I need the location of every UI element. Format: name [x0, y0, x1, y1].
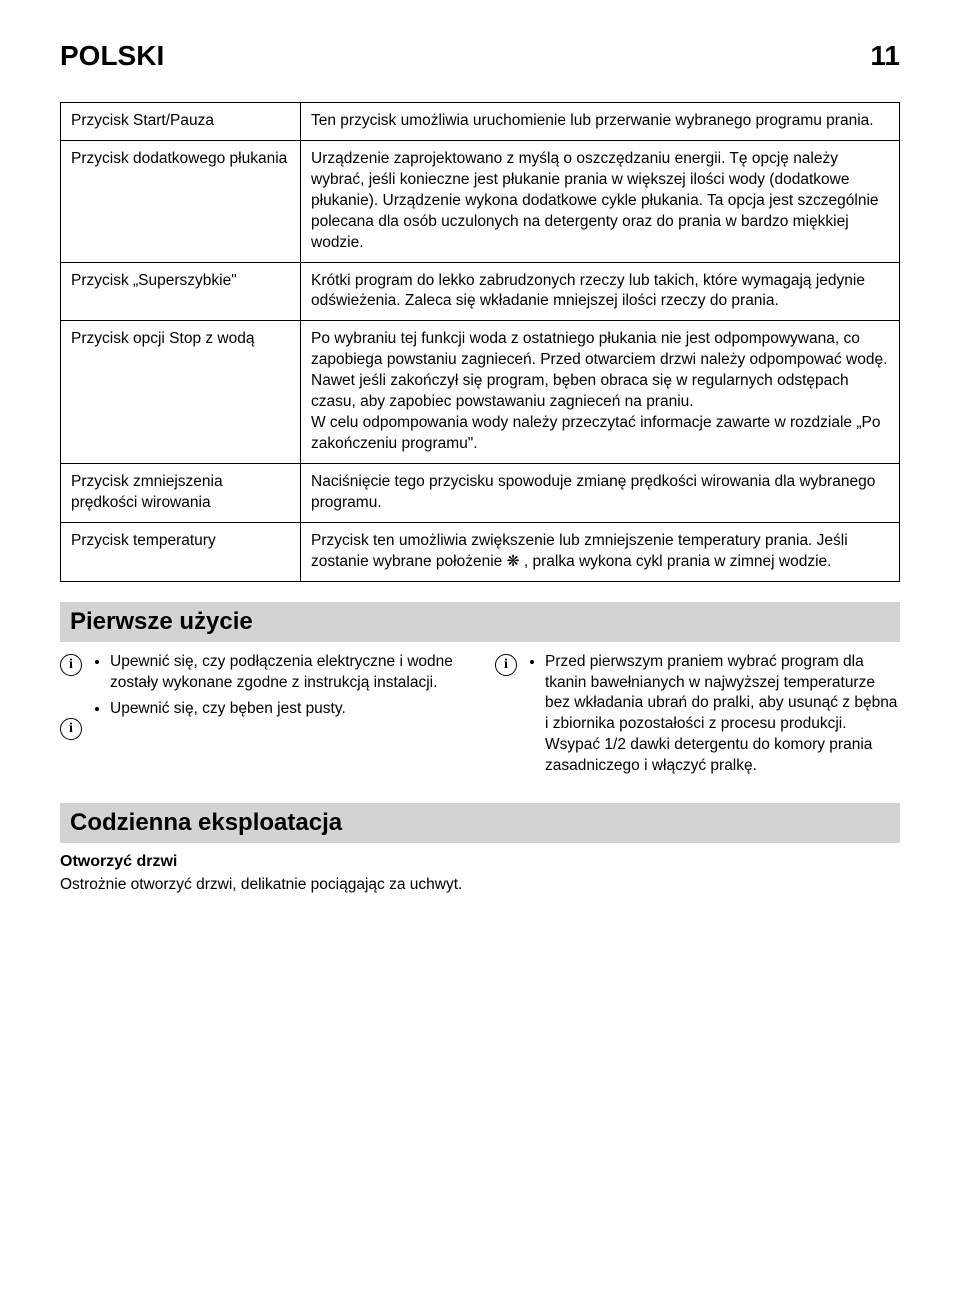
- list-item: Upewnić się, czy bęben jest pusty.: [110, 699, 465, 720]
- first-use-columns: i i Upewnić się, czy podłączenia elektry…: [60, 652, 900, 784]
- first-use-heading: Pierwsze użycie: [60, 602, 900, 642]
- first-use-right: i Przed pierwszym praniem wybrać program…: [495, 652, 900, 784]
- first-use-left: i i Upewnić się, czy podłączenia elektry…: [60, 652, 465, 784]
- list-item: Upewnić się, czy podłączenia elektryczne…: [110, 652, 465, 694]
- control-name: Przycisk opcji Stop z wodą: [61, 321, 301, 464]
- first-use-left-list: Upewnić się, czy podłączenia elektryczne…: [92, 652, 465, 727]
- desc-post: , pralka wykona cykl prania w zimnej wod…: [520, 553, 832, 570]
- first-use-right-list: Przed pierwszym praniem wybrać program d…: [527, 652, 900, 784]
- table-row: Przycisk opcji Stop z wodą Po wybraniu t…: [61, 321, 900, 464]
- table-row: Przycisk temperatury Przycisk ten umożli…: [61, 522, 900, 581]
- control-desc: Przycisk ten umożliwia zwiększenie lub z…: [301, 522, 900, 581]
- open-door-text: Ostrożnie otworzyć drzwi, delikatnie poc…: [60, 875, 900, 896]
- cold-wash-icon: ❋: [507, 553, 520, 570]
- list-item: Przed pierwszym praniem wybrać program d…: [545, 652, 900, 778]
- table-row: Przycisk „Superszybkie" Krótki program d…: [61, 262, 900, 321]
- daily-use-heading: Codzienna eksploatacja: [60, 803, 900, 843]
- controls-table: Przycisk Start/Pauza Ten przycisk umożli…: [60, 102, 900, 582]
- language-label: POLSKI: [60, 40, 164, 72]
- info-icon: i: [60, 654, 82, 676]
- page-number: 11: [870, 40, 900, 72]
- open-door-subhead: Otworzyć drzwi: [60, 853, 900, 871]
- table-row: Przycisk zmniejszenia prędkości wirowani…: [61, 463, 900, 522]
- control-desc: Naciśnięcie tego przycisku spowoduje zmi…: [301, 463, 900, 522]
- control-desc: Urządzenie zaprojektowano z myślą o oszc…: [301, 140, 900, 262]
- control-desc: Krótki program do lekko zabrudzonych rze…: [301, 262, 900, 321]
- table-row: Przycisk Start/Pauza Ten przycisk umożli…: [61, 103, 900, 141]
- control-name: Przycisk dodatkowego płukania: [61, 140, 301, 262]
- table-row: Przycisk dodatkowego płukania Urządzenie…: [61, 140, 900, 262]
- control-desc: Ten przycisk umożliwia uruchomienie lub …: [301, 103, 900, 141]
- page-header: POLSKI 11: [60, 40, 900, 72]
- control-name: Przycisk zmniejszenia prędkości wirowani…: [61, 463, 301, 522]
- info-icon-stack: i i: [60, 652, 82, 740]
- control-desc: Po wybraniu tej funkcji woda z ostatnieg…: [301, 321, 900, 464]
- control-name: Przycisk „Superszybkie": [61, 262, 301, 321]
- info-icon: i: [495, 654, 517, 676]
- control-name: Przycisk Start/Pauza: [61, 103, 301, 141]
- daily-use-section: Codzienna eksploatacja Otworzyć drzwi Os…: [60, 803, 900, 896]
- info-icon: i: [60, 718, 82, 740]
- control-name: Przycisk temperatury: [61, 522, 301, 581]
